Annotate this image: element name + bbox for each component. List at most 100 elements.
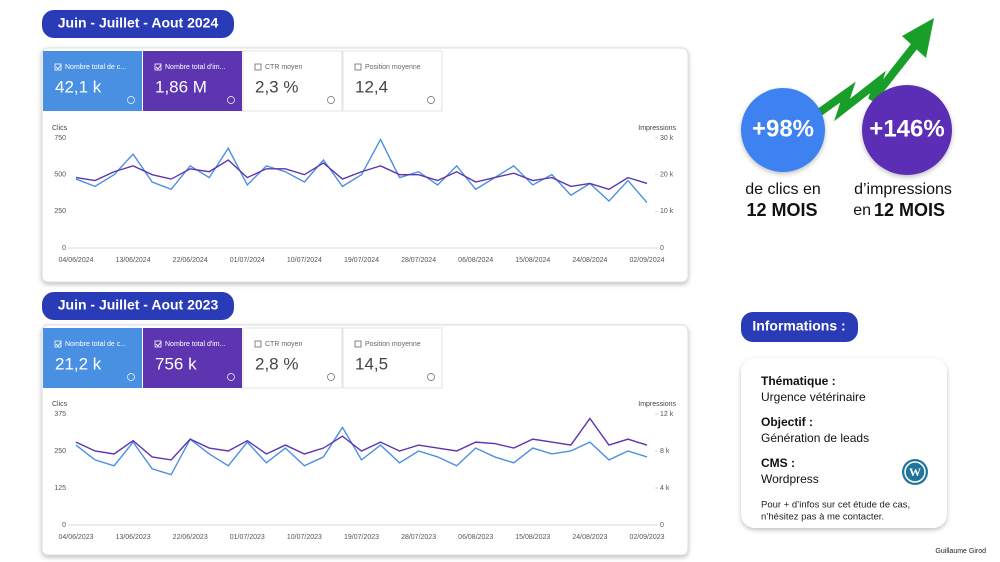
metric-label: Position moyenne <box>365 341 421 348</box>
help-icon <box>127 96 135 104</box>
info-note: n’hésitez pas à me contacter. <box>761 512 884 523</box>
x-tick-label: 15/08/2023 <box>515 534 550 541</box>
info-note: Pour + d’infos sur cet étude de cas, <box>761 500 910 511</box>
x-tick-label: 06/08/2023 <box>458 534 493 541</box>
stat-caption: de clics en <box>745 181 821 198</box>
info-text: Wordpress <box>761 472 819 486</box>
checkbox <box>254 63 262 71</box>
y-tick-label: 250 <box>54 208 66 215</box>
metric-value: 12,4 <box>355 77 388 96</box>
panel-heading: Juin - Juillet - Aout 2023 <box>58 297 219 313</box>
metric-label: Nombre total de c... <box>65 341 126 348</box>
help-icon <box>327 373 335 381</box>
checkbox <box>154 63 162 71</box>
heading-pill <box>42 10 234 38</box>
x-tick-label: 10/07/2023 <box>287 534 322 541</box>
growth-arrow <box>817 41 920 122</box>
stat-caption: d’impressions <box>854 181 952 198</box>
y-axis-title: Clics <box>52 401 68 408</box>
wordpress-icon <box>902 459 928 485</box>
metric-value: 1,86 M <box>155 77 207 96</box>
series-line <box>75 159 648 191</box>
x-tick-label: 28/07/2023 <box>401 534 436 541</box>
stat-circle <box>741 88 825 172</box>
x-tick-label: 15/08/2024 <box>515 257 550 264</box>
x-tick-label: 22/06/2024 <box>173 257 208 264</box>
x-tick-label: 04/06/2023 <box>58 534 93 541</box>
metric-tile <box>43 51 142 111</box>
help-icon <box>227 96 235 104</box>
y-tick-label: 0 <box>62 522 66 529</box>
metric-tile <box>342 327 443 389</box>
checkbox <box>154 340 162 348</box>
info-label: Objectif : <box>761 415 813 429</box>
info-text: Urgence vétérinaire <box>761 390 866 404</box>
metric-tile <box>43 328 142 388</box>
x-tick-label: 24/08/2023 <box>572 534 607 541</box>
metric-value: 2,8 % <box>255 354 298 373</box>
y2-tick-label: 20 k <box>660 172 674 179</box>
checkmark <box>55 341 62 347</box>
footer: Guillaume Girod <box>935 548 986 555</box>
stat-circle <box>862 85 952 175</box>
wordpress-letter: W <box>909 465 921 479</box>
y2-tick-label: 30 k <box>660 135 674 142</box>
x-tick-label: 06/08/2024 <box>458 257 493 264</box>
stat-bold: 12 MOIS <box>746 200 817 220</box>
x-tick-label: 24/08/2024 <box>572 257 607 264</box>
checkmark <box>155 341 162 347</box>
series-line <box>75 417 648 461</box>
help-icon <box>127 373 135 381</box>
y2-tick-label: 8 k <box>660 448 670 455</box>
checkmark <box>155 64 162 70</box>
series-line <box>75 425 648 476</box>
help-icon <box>427 96 435 104</box>
help-icon <box>427 373 435 381</box>
metric-tile <box>242 50 343 112</box>
x-tick-label: 13/06/2024 <box>116 257 151 264</box>
x-tick-label: 02/09/2023 <box>629 534 664 541</box>
y-tick-label: 375 <box>54 411 66 418</box>
checkbox <box>254 340 262 348</box>
x-tick-label: 10/07/2024 <box>287 257 322 264</box>
x-tick-label: 04/06/2024 <box>58 257 93 264</box>
x-tick-label: 02/09/2024 <box>629 257 664 264</box>
info-heading: Informations : <box>752 318 845 334</box>
checkbox <box>54 63 62 71</box>
y-tick-label: 125 <box>54 485 66 492</box>
metric-tile <box>143 51 242 111</box>
metric-value: 42,1 k <box>55 77 102 96</box>
info-text: Génération de leads <box>761 431 869 445</box>
help-icon <box>327 96 335 104</box>
x-tick-label: 13/06/2023 <box>116 534 151 541</box>
panel-heading: Juin - Juillet - Aout 2024 <box>58 15 219 31</box>
x-tick-label: 19/07/2024 <box>344 257 379 264</box>
metric-tile <box>143 328 242 388</box>
info-pill <box>741 312 858 342</box>
y2-tick-label: 4 k <box>660 485 670 492</box>
checkmark <box>55 64 62 70</box>
metric-tile <box>342 50 443 112</box>
stat-value: +98% <box>752 115 814 142</box>
y-tick-label: 500 <box>54 172 66 179</box>
x-tick-label: 28/07/2024 <box>401 257 436 264</box>
heading-pill <box>42 292 234 320</box>
info-label: Thématique : <box>761 374 836 388</box>
x-tick-label: 19/07/2023 <box>344 534 379 541</box>
y2-axis-title: Impressions <box>638 401 676 408</box>
metric-tile <box>242 327 343 389</box>
y2-tick-label: 0 <box>660 522 664 529</box>
y2-tick-label: 0 <box>660 245 664 252</box>
y2-tick-label: 12 k <box>660 411 674 418</box>
checkbox <box>54 340 62 348</box>
series-line <box>75 137 648 203</box>
metric-value: 21,2 k <box>55 354 102 373</box>
metric-label: Nombre total d'im... <box>165 341 226 348</box>
arrow-head <box>902 18 934 58</box>
checkbox <box>354 63 362 71</box>
x-tick-label: 22/06/2023 <box>173 534 208 541</box>
metric-label: CTR moyen <box>265 64 302 71</box>
metric-value: 2,3 % <box>255 77 298 96</box>
checkbox <box>354 340 362 348</box>
